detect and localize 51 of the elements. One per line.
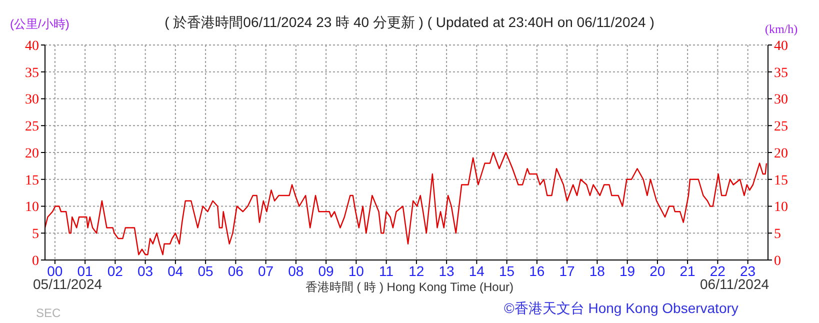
y2-tick-label: 35 [774,66,788,81]
text: 05/11/2024 [33,276,102,292]
x-tick-label: 05 [198,262,214,279]
y2-tick-label: 30 [774,92,788,108]
x-tick-label: 06 [228,262,244,279]
text: ©香港天文台 Hong Kong Observatory [504,300,738,318]
x-tick-label: 13 [438,262,455,279]
x-tick-label: 14 [468,262,485,279]
y2-tick-label: 25 [774,120,788,135]
x-tick-label: 15 [499,262,515,279]
y2-tick-label: 40 [774,38,788,54]
y2-tick-label: 0 [774,254,781,269]
x-tick-label: 20 [650,262,666,279]
x-tick-label: 04 [168,262,184,279]
text: SEC [36,306,61,320]
x-tick-label: 10 [348,262,364,279]
x-tick-label: 08 [288,262,304,279]
y-tick-label: 20 [25,146,39,162]
y-axis-title: (公里/小時) [10,16,70,33]
y2-axis-title: (km/h) [765,22,798,37]
x-tick-label: 09 [318,262,334,279]
x-tick-label: 11 [379,262,394,279]
x-tick-label: 00 [47,262,63,279]
x-tick-label: 07 [258,262,274,279]
x-axis-title: 香港時間 ( 時 ) Hong Kong Time (Hour) [305,280,514,294]
y-tick-label: 30 [25,92,39,108]
x-tick-label: 19 [620,262,636,279]
y-tick-label: 40 [25,38,39,54]
chart-title: ( 於香港時間06/11/2024 23 時 40 分更新 ) ( Updated at 23:40H on 06/11/2024 ) [164,14,654,30]
x-tick-label: 12 [408,262,424,279]
x-tick-label: 21 [680,262,696,279]
x-tick-label: 16 [529,262,545,279]
x-tick-label: 03 [138,262,154,279]
y-tick-label: 10 [25,200,39,216]
y-tick-label: 25 [25,120,39,135]
line-series [45,152,768,256]
y2-tick-label: 20 [774,146,788,162]
x-tick-label: 18 [589,262,606,279]
x-tick-label: 02 [107,262,124,279]
x-tick-label: 01 [77,262,94,279]
y2-tick-label: 5 [774,227,781,242]
x-tick-label: 17 [559,262,576,279]
y-tick-label: 15 [25,173,39,188]
x-tick-label: 23 [740,262,756,279]
y-tick-label: 5 [32,227,39,242]
y2-tick-label: 15 [774,173,788,188]
text: 06/11/2024 [700,276,770,292]
y-tick-label: 0 [32,254,39,269]
y-tick-label: 35 [25,66,39,81]
x-tick-label: 22 [710,262,726,279]
y2-tick-label: 10 [774,200,788,216]
